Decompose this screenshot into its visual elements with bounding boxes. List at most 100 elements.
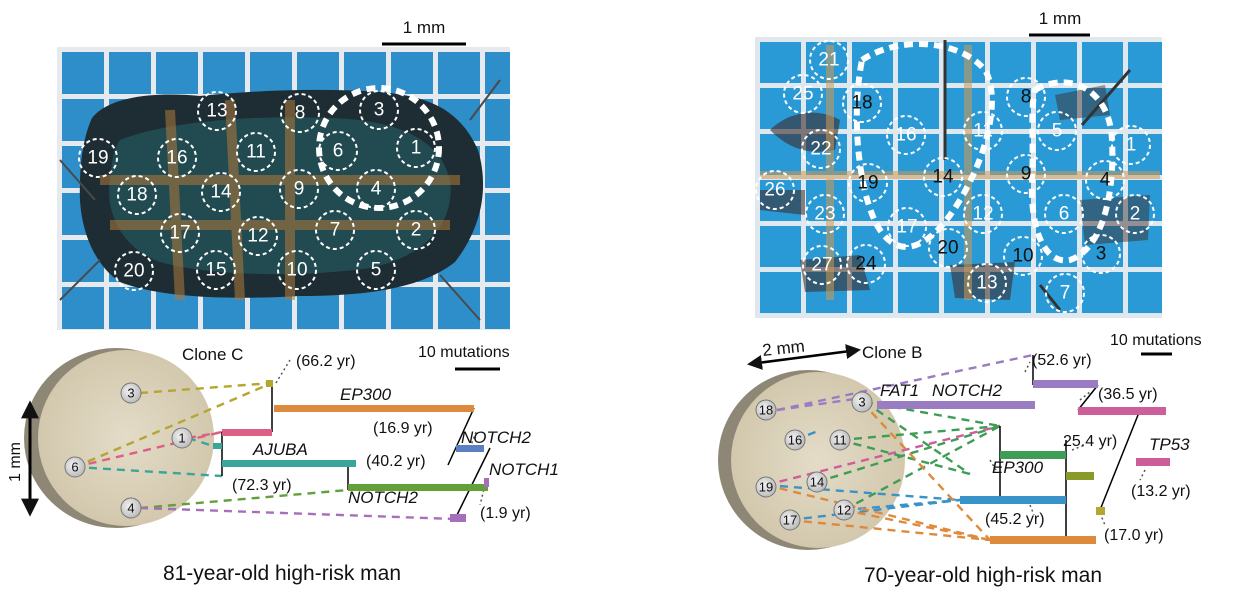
disk-spot-label: 3 — [858, 395, 865, 410]
photo-spot-label: 7 — [1060, 283, 1071, 304]
branch-ep300 — [274, 405, 474, 412]
gene-notch2-bottom: NOTCH2 — [348, 488, 418, 507]
photo-spot-label: 13 — [206, 101, 227, 122]
photo-spot: 13 — [197, 91, 237, 131]
branch-tp53 — [1136, 458, 1170, 466]
branch-notch2-top — [456, 445, 484, 452]
gene-notch2: NOTCH2 — [932, 381, 1002, 400]
photo-spot: 19 — [848, 163, 888, 203]
photo-spot-label: 14 — [210, 182, 232, 203]
disk-spot: 11 — [829, 429, 851, 451]
photo-spot-label: 25 — [792, 84, 813, 105]
photo-scale-label: 1 mm — [403, 18, 446, 37]
photo-spot: 15 — [196, 250, 236, 290]
photo-spot-label: 2 — [411, 220, 422, 241]
age-b: (40.2 yr) — [366, 453, 426, 470]
branch-purple — [450, 514, 466, 522]
left-disk — [24, 348, 214, 528]
age-b-right: (36.5 yr) — [1098, 386, 1158, 403]
disk-spot-label: 4 — [127, 501, 134, 516]
photo-spot: 7 — [1045, 273, 1085, 313]
photo-spot: 9 — [1006, 154, 1046, 194]
photo-spot: 14 — [201, 172, 241, 212]
age-e-right: (45.2 yr) — [985, 511, 1045, 528]
photo-spot-label: 17 — [169, 223, 190, 244]
photo-spot-label: 16 — [895, 125, 916, 146]
photo-spot: 17 — [887, 207, 927, 247]
age-c: (72.3 yr) — [232, 477, 292, 494]
right-disk-spots: 18 3 16 11 19 14 17 12 — [755, 391, 873, 531]
photo-spot: 9 — [279, 169, 319, 209]
branch-pink — [1078, 407, 1166, 415]
photo-spot-label: 18 — [851, 93, 872, 114]
branch-root — [266, 380, 273, 387]
left-disk-spots: 3 1 6 4 — [64, 382, 193, 519]
photo-spot-label: 20 — [123, 261, 144, 282]
left-caption: 81-year-old high-risk man — [163, 562, 401, 585]
disk-spot-label: 19 — [759, 480, 773, 495]
disk-spot: 19 — [755, 476, 777, 498]
mutation-scale-label-right: 10 mutations — [1110, 332, 1202, 349]
disk-spot-label: 18 — [759, 403, 773, 418]
photo-spot: 17 — [160, 213, 200, 253]
photo-spot-label: 22 — [810, 139, 831, 160]
photo-spot-label: 5 — [1052, 121, 1063, 142]
disk-spot-label: 6 — [71, 460, 78, 475]
branch-notch2-bottom — [348, 484, 488, 491]
photo-spot: 4 — [1085, 160, 1125, 200]
photo-spot-label: 13 — [976, 273, 997, 294]
photo-spot: 25 — [783, 74, 823, 114]
right-connectors — [765, 353, 1034, 542]
photo-spot: 16 — [157, 138, 197, 178]
photo-spot-label: 12 — [247, 226, 268, 247]
disk-spot-label: 12 — [837, 503, 851, 518]
photo-spot: 21 — [809, 40, 849, 80]
photo-spot: 3 — [359, 90, 399, 130]
age-root: (66.2 yr) — [296, 353, 356, 370]
age-top: (52.6 yr) — [1032, 352, 1092, 369]
clone-c-label: Clone C — [182, 345, 243, 364]
photo-spot: 23 — [805, 194, 845, 234]
photo-spot-label: 3 — [374, 100, 385, 121]
photo-spot-label: 11 — [246, 142, 266, 163]
photo-spot: 3 — [1081, 234, 1121, 274]
photo-spot: 16 — [886, 115, 926, 155]
branch-teal-short — [213, 443, 222, 449]
gene-ep300-right: EP300 — [992, 458, 1044, 477]
photo-spot: 1 — [396, 128, 436, 168]
photo-spot-label: 27 — [811, 255, 832, 276]
photo-spot: 26 — [755, 170, 795, 210]
photo-spot-label: 10 — [286, 260, 307, 281]
photo-spot: 14 — [923, 157, 963, 197]
photo-spot-label: 16 — [166, 148, 187, 169]
branch-orange — [990, 536, 1096, 544]
photo-spot: 1 — [1111, 125, 1151, 165]
branch-ep300 — [1000, 451, 1066, 459]
branch-ajuba — [222, 460, 356, 467]
branch-purple-top — [1033, 380, 1098, 388]
photo-spot-label: 21 — [818, 50, 839, 71]
photo-spot: 6 — [1044, 194, 1084, 234]
photo-spot-label: 15 — [205, 260, 226, 281]
photo-spot-label: 4 — [1100, 170, 1111, 191]
photo-spot-label: 10 — [1012, 246, 1033, 267]
photo-spot-label: 1 — [411, 138, 422, 159]
photo-spot-label: 8 — [1021, 87, 1032, 108]
branch-pink — [222, 429, 272, 436]
disk-spot: 3 — [851, 391, 873, 413]
disk-spot: 16 — [784, 429, 806, 451]
age-a: (16.9 yr) — [373, 420, 433, 437]
photo-spot: 27 — [802, 245, 842, 285]
disk-spot-label: 3 — [127, 386, 134, 401]
photo-spot-label: 9 — [294, 179, 305, 200]
disk-spot: 12 — [833, 499, 855, 521]
photo-spot: 18 — [117, 175, 157, 215]
photo-spot-label: 5 — [371, 260, 382, 281]
left-photo — [57, 47, 510, 330]
photo-spot-label: 19 — [87, 148, 108, 169]
photo-spot-label: 23 — [814, 204, 835, 225]
photo-spot: 19 — [78, 138, 118, 178]
photo-spot-label: 1 — [1126, 135, 1137, 156]
